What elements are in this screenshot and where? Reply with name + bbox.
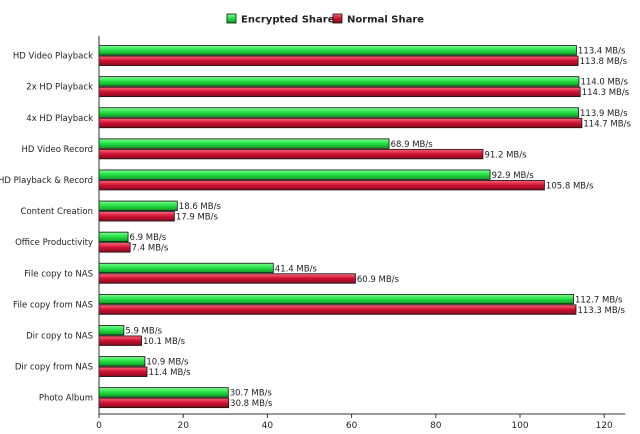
legend-item-normal[interactable]: Normal Share bbox=[332, 13, 424, 26]
legend-label-normal: Normal Share bbox=[347, 15, 424, 26]
value-label-normal-dir-copy-from-nas: 11.4 MB/s bbox=[148, 368, 191, 378]
x-tick-label-100: 100 bbox=[511, 421, 528, 431]
category-label-office-productivity: Office Productivity bbox=[15, 238, 93, 248]
value-label-encrypted-2x-hd-playback: 114.0 MB/s bbox=[580, 78, 628, 88]
value-label-normal-hd-video-playback: 113.8 MB/s bbox=[580, 57, 628, 67]
value-label-encrypted-hd-video-playback: 113.4 MB/s bbox=[578, 47, 626, 57]
bar-encrypted-2x-hd-playback bbox=[98, 76, 580, 87]
bar-normal-2x-hd-playback bbox=[98, 86, 581, 98]
bar-normal-dir-copy-to-nas bbox=[98, 335, 142, 346]
category-label-dir-copy-to-nas: Dir copy to NAS bbox=[26, 331, 93, 341]
bar-encrypted-content-creation bbox=[98, 200, 178, 211]
bar-normal-content-creation bbox=[98, 211, 175, 222]
bar-encrypted-photo-album bbox=[98, 387, 229, 398]
bar-normal-hd-video-record bbox=[98, 148, 484, 160]
legend: Encrypted Share Normal Share bbox=[226, 13, 424, 26]
category-label-content-creation: Content Creation bbox=[21, 207, 93, 217]
bar-normal-file-copy-from-nas bbox=[98, 304, 577, 315]
category-label-photo-album: Photo Album bbox=[39, 394, 93, 404]
legend-swatch-normal bbox=[332, 13, 343, 24]
category-label-2x-hd-playback: 2x HD Playback bbox=[26, 83, 93, 93]
value-label-normal-hd-video-record: 91.2 MB/s bbox=[484, 150, 527, 160]
value-label-normal-content-creation: 17.9 MB/s bbox=[176, 213, 219, 223]
value-label-normal-dir-copy-to-nas: 10.1 MB/s bbox=[143, 337, 186, 347]
value-label-encrypted-office-productivity: 6.9 MB/s bbox=[130, 233, 167, 243]
x-tick-label-40: 40 bbox=[262, 421, 274, 431]
bar-encrypted-file-copy-to-nas bbox=[98, 262, 274, 274]
value-label-normal-2x-hd-playback: 114.3 MB/s bbox=[582, 88, 630, 98]
category-label-hd-playback-and-record: HD Playback & Record bbox=[0, 176, 93, 186]
value-label-encrypted-file-copy-from-nas: 112.7 MB/s bbox=[575, 295, 623, 305]
value-label-encrypted-4x-hd-playback: 113.9 MB/s bbox=[580, 109, 628, 119]
value-label-normal-hd-playback-and-record: 105.8 MB/s bbox=[546, 181, 594, 191]
bar-encrypted-4x-hd-playback bbox=[98, 107, 579, 118]
bar-normal-hd-video-playback bbox=[98, 55, 579, 66]
legend-label-encrypted: Encrypted Share bbox=[241, 15, 335, 26]
legend-item-encrypted[interactable]: Encrypted Share bbox=[226, 13, 335, 26]
x-tick-label-20: 20 bbox=[177, 421, 189, 431]
value-label-normal-office-productivity: 7.4 MB/s bbox=[132, 244, 169, 254]
bar-encrypted-hd-video-playback bbox=[98, 45, 577, 56]
bar-encrypted-hd-playback-and-record bbox=[98, 169, 491, 180]
value-label-normal-photo-album: 30.8 MB/s bbox=[230, 399, 273, 409]
x-tick-label-60: 60 bbox=[346, 421, 358, 431]
bar-normal-office-productivity bbox=[98, 242, 131, 253]
bar-encrypted-file-copy-from-nas bbox=[98, 293, 574, 305]
value-label-encrypted-content-creation: 18.6 MB/s bbox=[179, 202, 222, 212]
value-label-normal-file-copy-to-nas: 60.9 MB/s bbox=[357, 275, 400, 285]
value-label-encrypted-hd-video-record: 68.9 MB/s bbox=[391, 140, 434, 150]
bar-encrypted-dir-copy-from-nas bbox=[98, 356, 146, 367]
bar-normal-photo-album bbox=[98, 397, 230, 409]
x-tick-label-80: 80 bbox=[430, 421, 442, 431]
value-label-encrypted-file-copy-to-nas: 41.4 MB/s bbox=[275, 264, 318, 274]
value-label-encrypted-photo-album: 30.7 MB/s bbox=[230, 389, 273, 399]
value-label-normal-4x-hd-playback: 114.7 MB/s bbox=[583, 119, 631, 129]
value-label-encrypted-dir-copy-to-nas: 5.9 MB/s bbox=[125, 326, 162, 336]
x-tick-label-120: 120 bbox=[596, 421, 613, 431]
bar-normal-4x-hd-playback bbox=[98, 117, 583, 129]
bar-normal-dir-copy-from-nas bbox=[98, 366, 148, 377]
legend-swatch-encrypted bbox=[226, 13, 237, 24]
category-label-hd-video-playback: HD Video Playback bbox=[13, 52, 93, 62]
bar-encrypted-hd-video-record bbox=[98, 138, 390, 149]
value-label-normal-file-copy-from-nas: 113.3 MB/s bbox=[577, 306, 625, 316]
category-label-hd-video-record: HD Video Record bbox=[21, 145, 93, 155]
value-label-encrypted-hd-playback-and-record: 92.9 MB/s bbox=[492, 171, 535, 181]
value-label-encrypted-dir-copy-from-nas: 10.9 MB/s bbox=[146, 358, 189, 368]
bar-normal-hd-playback-and-record bbox=[98, 180, 545, 191]
category-label-4x-hd-playback: 4x HD Playback bbox=[26, 114, 93, 124]
category-label-file-copy-from-nas: File copy from NAS bbox=[13, 300, 93, 310]
category-label-dir-copy-from-nas: Dir copy from NAS bbox=[15, 363, 93, 373]
category-label-file-copy-to-nas: File copy to NAS bbox=[24, 269, 93, 279]
x-tick-label-0: 0 bbox=[96, 421, 102, 431]
bar-encrypted-dir-copy-to-nas bbox=[98, 325, 125, 336]
bar-encrypted-office-productivity bbox=[98, 231, 129, 243]
bar-normal-file-copy-to-nas bbox=[98, 273, 356, 284]
